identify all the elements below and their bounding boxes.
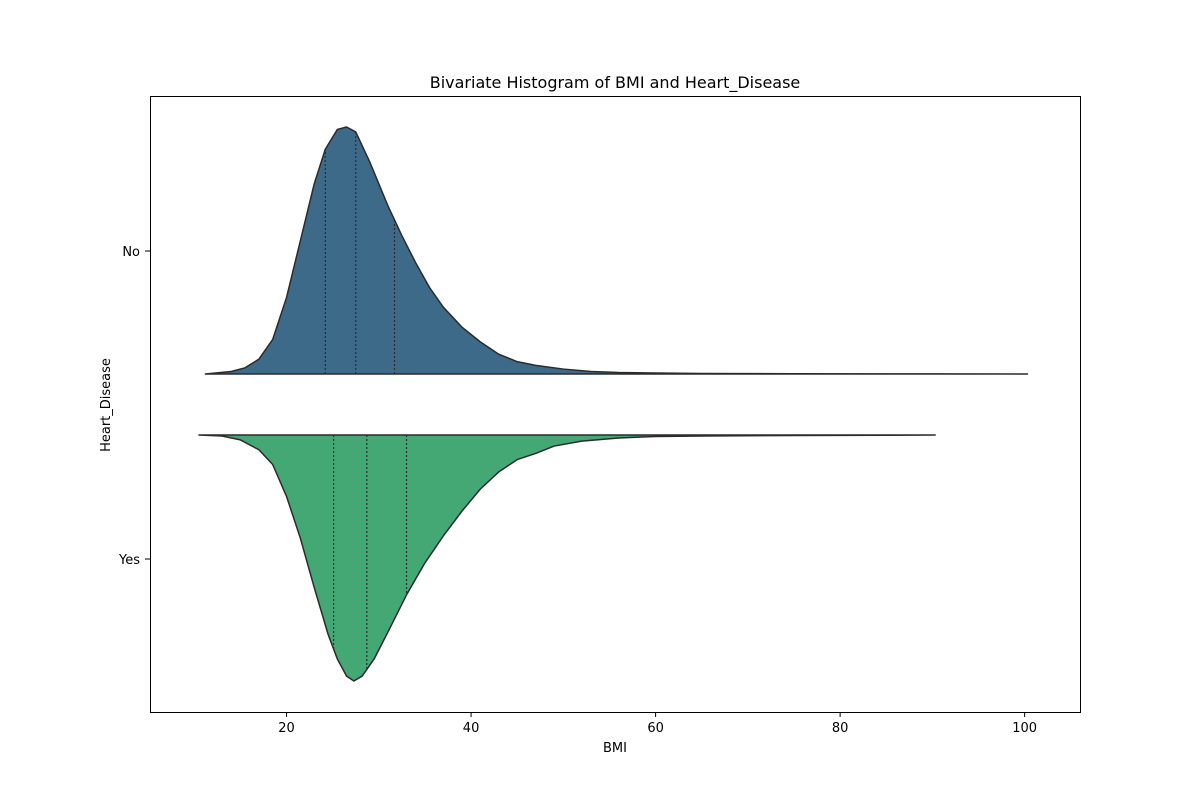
x-tick-label: 20 bbox=[278, 721, 295, 736]
plot-frame bbox=[150, 96, 1081, 713]
x-tick-label: 40 bbox=[463, 721, 480, 736]
y-axis-label: Heart_Disease bbox=[99, 358, 114, 452]
x-axis-label: BMI bbox=[603, 741, 627, 756]
x-tick-label: 60 bbox=[647, 721, 664, 736]
plot-layer bbox=[198, 126, 1029, 682]
chart-title: Bivariate Histogram of BMI and Heart_Dis… bbox=[430, 73, 801, 93]
y-tick-label: Yes bbox=[118, 553, 140, 568]
x-tick-label: 80 bbox=[832, 721, 849, 736]
ticks-layer: 20 40 60 80 100 No Yes bbox=[118, 245, 1037, 736]
violin-yes bbox=[198, 434, 936, 682]
violin-no bbox=[204, 126, 1029, 375]
y-tick-label: No bbox=[122, 245, 140, 260]
x-tick-label: 100 bbox=[1012, 721, 1037, 736]
